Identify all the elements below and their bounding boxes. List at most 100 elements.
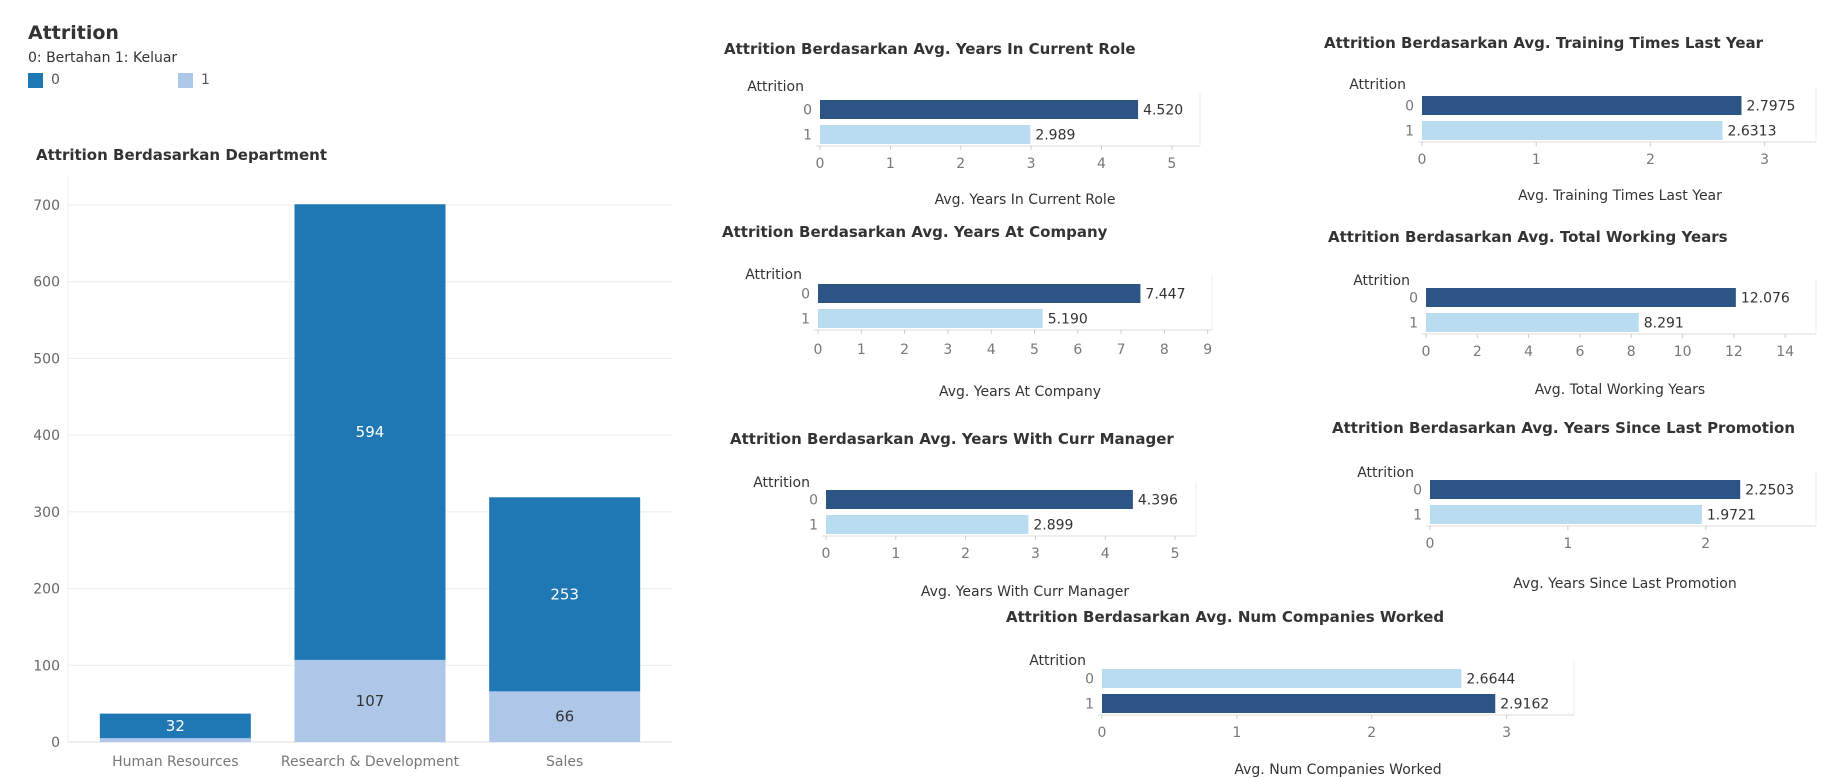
bar (826, 515, 1029, 534)
category-label: 1 (809, 518, 818, 534)
data-label: 4.520 (1143, 103, 1183, 119)
x-tick-label: 1 (891, 546, 900, 562)
x-tick-label: 1 (886, 156, 895, 172)
x-tick-label: 2 (1367, 725, 1376, 741)
x-tick-label: 2 (1701, 536, 1710, 552)
x-tick-label: 3 (1027, 156, 1036, 172)
data-label: 8.291 (1644, 316, 1684, 332)
x-tick-label: 0 (1418, 152, 1427, 168)
y-tick-label: 100 (33, 658, 60, 674)
x-axis-title: Avg. Total Working Years (1535, 382, 1705, 398)
chart-num-companies: Attrition Berdasarkan Avg. Num Companies… (1000, 602, 1600, 778)
y-axis-title: Attrition (1349, 77, 1406, 93)
chart-total-working-years: Attrition Berdasarkan Avg. Total Working… (1320, 224, 1840, 404)
category-label: 1 (801, 312, 810, 328)
category-label: 0 (1085, 672, 1094, 688)
category-label: 0 (1413, 483, 1422, 499)
x-tick-label: 9 (1203, 342, 1212, 358)
category-label: 1 (803, 128, 812, 144)
data-label-1: 107 (356, 692, 385, 710)
chart-years-since-promotion: Attrition Berdasarkan Avg. Years Since L… (1320, 414, 1840, 594)
department-chart-svg: 0 100 200 300 400 500 600 700 32 Human Resources 5… (33, 175, 672, 770)
chart-title-total-working-years: Attrition Berdasarkan Avg. Total Working… (1328, 228, 1728, 246)
category-label: 1 (1405, 124, 1414, 140)
chart-title-years-at-company: Attrition Berdasarkan Avg. Years At Comp… (722, 223, 1108, 241)
bar (1422, 96, 1742, 115)
y-axis-title: Attrition (747, 79, 804, 95)
x-tick-label: 8 (1160, 342, 1169, 358)
bar-segment-1 (99, 738, 251, 742)
y-tick-label: 500 (33, 351, 60, 367)
x-tick-label: 3 (943, 342, 952, 358)
bar (818, 309, 1043, 328)
data-label-0: 594 (356, 423, 385, 441)
x-tick-label: 2 (961, 546, 970, 562)
y-tick-label: 400 (33, 428, 60, 444)
category-label: 0 (803, 103, 812, 119)
category-label: 0 (801, 287, 810, 303)
y-tick-label: 300 (33, 505, 60, 521)
y-axis-title: Attrition (753, 475, 810, 491)
x-tick-label: 2 (900, 342, 909, 358)
x-tick-label: Sales (546, 754, 583, 770)
x-tick-label: 8 (1627, 344, 1636, 360)
x-axis-title: Avg. Years In Current Role (935, 192, 1116, 208)
chart-years-curr-manager: Attrition Berdasarkan Avg. Years With Cu… (720, 424, 1240, 604)
bar (1102, 669, 1462, 688)
chart-training-times: Attrition Berdasarkan Avg. Training Time… (1320, 30, 1840, 210)
chart-years-current-role: Attrition Berdasarkan Avg. Years In Curr… (720, 34, 1240, 214)
bar (820, 125, 1031, 144)
x-tick-label: 1 (1232, 725, 1241, 741)
y-axis-title: Attrition (1357, 465, 1414, 481)
data-label: 12.076 (1741, 291, 1790, 307)
chart-title-years-current-role: Attrition Berdasarkan Avg. Years In Curr… (724, 40, 1136, 58)
x-tick-label: 0 (1098, 725, 1107, 741)
x-tick-label: 6 (1575, 344, 1584, 360)
x-tick-label: 3 (1760, 152, 1769, 168)
x-tick-label: 7 (1117, 342, 1126, 358)
bar (1430, 505, 1702, 524)
x-tick-label: 0 (814, 342, 823, 358)
x-tick-label: 4 (1097, 156, 1106, 172)
x-tick-label: Human Resources (112, 754, 238, 770)
attrition-legend: Attrition 0: Bertahan 1: Keluar 0 1 (28, 22, 328, 88)
x-tick-label: 14 (1776, 344, 1794, 360)
x-tick-label: 1 (857, 342, 866, 358)
data-label: 5.190 (1048, 312, 1088, 328)
bar (1430, 480, 1741, 499)
legend-item-1[interactable]: 1 (178, 72, 328, 88)
data-label: 4.396 (1138, 493, 1178, 509)
legend-swatch-0 (28, 72, 43, 88)
department-chart-title: Attrition Berdasarkan Department (36, 146, 328, 164)
category-label: 0 (809, 493, 818, 509)
y-tick-label: 200 (33, 582, 60, 598)
x-axis-title: Avg. Training Times Last Year (1518, 188, 1722, 204)
x-axis-title: Avg. Years With Curr Manager (921, 584, 1129, 600)
category-label: 0 (1405, 99, 1414, 115)
bar (1426, 288, 1736, 307)
x-axis-title: Avg. Years At Company (939, 384, 1101, 400)
x-tick-label: 6 (1073, 342, 1082, 358)
x-tick-label: 0 (1426, 536, 1435, 552)
chart-title-years-curr-manager: Attrition Berdasarkan Avg. Years With Cu… (730, 430, 1174, 448)
chart-years-at-company: Attrition Berdasarkan Avg. Years At Comp… (720, 218, 1240, 408)
legend-subtitle: 0: Bertahan 1: Keluar (28, 50, 178, 66)
legend-item-0[interactable]: 0 (28, 72, 178, 88)
x-tick-label: 10 (1674, 344, 1692, 360)
x-tick-label: 2 (1646, 152, 1655, 168)
data-label: 2.7975 (1746, 99, 1795, 115)
bar-segment-1 (489, 691, 641, 742)
y-tick-label: 700 (33, 198, 60, 214)
x-tick-label: 5 (1030, 342, 1039, 358)
x-tick-label: 1 (1532, 152, 1541, 168)
bar (818, 284, 1141, 303)
x-tick-label: 4 (987, 342, 996, 358)
bar (1426, 313, 1639, 332)
data-label: 2.2503 (1745, 483, 1794, 499)
chart-title-years-since-promotion: Attrition Berdasarkan Avg. Years Since L… (1332, 419, 1795, 437)
